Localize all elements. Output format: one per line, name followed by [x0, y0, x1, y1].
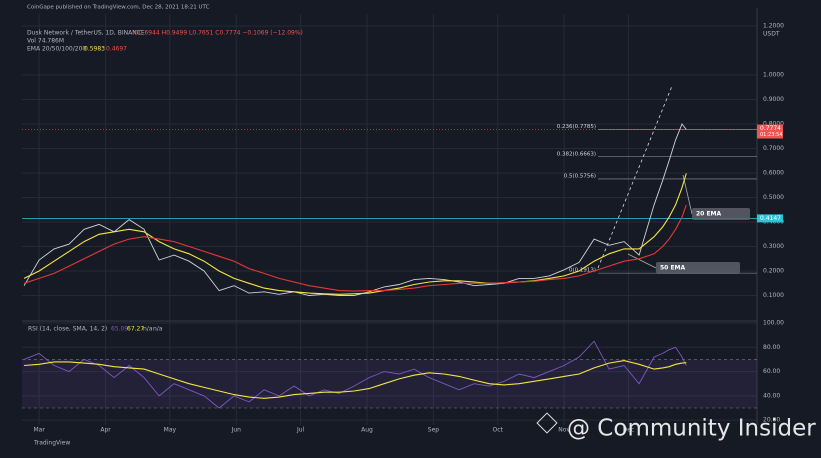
series-line — [23, 173, 687, 295]
y-tick-label: 0.3000 — [763, 243, 784, 250]
x-tick-label: Nov — [558, 427, 570, 434]
trend-line — [597, 85, 673, 269]
y-tick-label: 0.8000 — [763, 121, 784, 128]
x-tick-label: Sep — [428, 427, 440, 434]
y-tick-label: 0.2000 — [763, 268, 784, 275]
annotation-arrow — [682, 174, 693, 215]
fib-label: 0.382(0.6663) — [557, 151, 596, 157]
series-line — [23, 123, 687, 296]
rsi-band — [22, 359, 757, 408]
rsi-value: n/a — [153, 326, 163, 333]
countdown: 01:23:54 — [760, 132, 782, 138]
annotation-arrow — [627, 253, 657, 269]
x-tick-label: Oct — [493, 427, 504, 434]
y-tick-label: 1.0000 — [763, 72, 784, 79]
x-tick-label: Mar — [33, 427, 45, 434]
annotation-box — [692, 208, 750, 220]
rsi-value: n/a — [143, 326, 153, 333]
watermark-logo — [536, 412, 558, 434]
y-tick-label: 0.9000 — [763, 96, 784, 103]
watermark: @ Community Insider — [567, 416, 816, 442]
y-tick-label: 20.00 — [763, 417, 780, 424]
annotation: 50 EMA — [660, 265, 686, 272]
y-tick-label: 0.1000 — [763, 292, 784, 299]
brand: TradingView — [33, 440, 70, 447]
currency: USDT — [763, 31, 780, 38]
ema-value: 0.4697 — [106, 46, 127, 53]
support-label: 0.4147 — [760, 215, 781, 222]
x-tick-label: Aug — [361, 427, 373, 434]
x-tick-label: Dec — [623, 427, 635, 434]
series-line — [24, 360, 687, 399]
series-line — [23, 340, 687, 409]
ema-label: EMA 20/50/100/200 — [27, 46, 86, 53]
support-tag — [757, 214, 783, 223]
y-tick-label: 100.00 — [763, 320, 784, 327]
fib-label: 0.5(0.5756) — [564, 173, 596, 179]
volume: Vol 74.786M — [27, 38, 64, 45]
annotation: 20 EMA — [696, 211, 722, 218]
x-tick-label: Jun — [231, 427, 242, 434]
ema-value: 0.5983 — [84, 46, 105, 53]
annotation-box — [656, 262, 740, 274]
symbol: Dusk Network / TetherUS, 1D, BINANCE — [27, 30, 145, 37]
y-tick-label: 0.6000 — [763, 170, 784, 177]
grid — [22, 14, 757, 425]
y-tick-label: 80.00 — [763, 344, 780, 351]
price-tag — [757, 124, 783, 139]
rsi-title: RSI (14, close, SMA, 14, 2) — [28, 326, 107, 333]
rsi-value: 67.27 — [127, 326, 144, 333]
x-tick-label: Apr — [100, 427, 111, 434]
rsi-value: 65.09 — [111, 326, 128, 333]
y-tick-label: 0.7000 — [763, 145, 784, 152]
x-tick-label: May — [164, 427, 177, 434]
series-line — [23, 204, 687, 292]
y-tick-label: 60.00 — [763, 368, 780, 375]
y-tick-label: 1.2000 — [763, 23, 784, 30]
y-tick-label: 40.00 — [763, 392, 780, 399]
price-label: 0.7774 — [760, 125, 781, 132]
published: CoinGape published on TradingView.com, D… — [27, 5, 210, 11]
fib-label: 0.236(0.7785) — [557, 124, 596, 130]
ohlc: O0.6944 H0.9499 L0.7651 C0.7774 −0.1069 … — [134, 30, 303, 37]
y-tick-label: 0.5000 — [763, 194, 784, 201]
fib-label: 0(0.1913) — [569, 268, 596, 274]
x-tick-label: Jul — [296, 427, 305, 434]
plot: Mar Apr May Jun Jul Aug Sep Oct Nov Dec 0.1000 0.20… — [22, 23, 784, 434]
